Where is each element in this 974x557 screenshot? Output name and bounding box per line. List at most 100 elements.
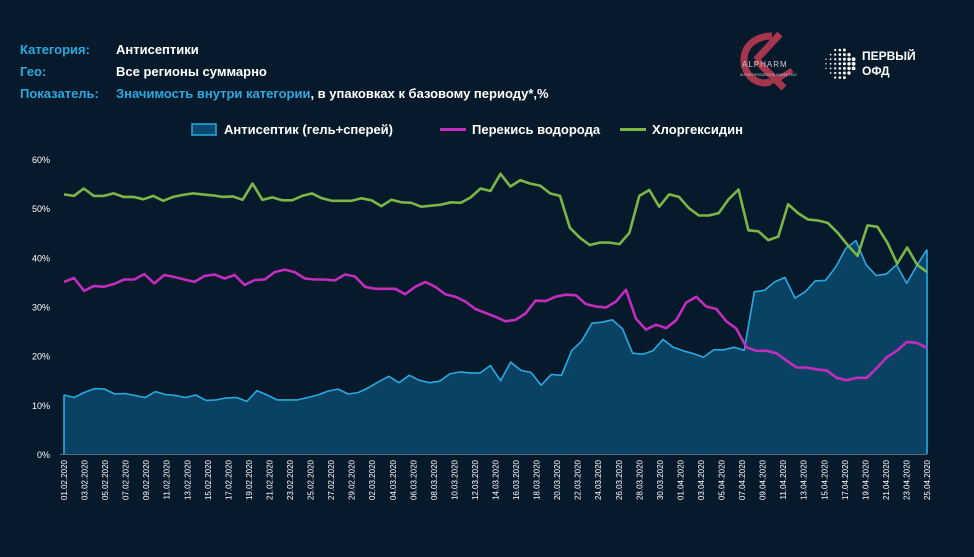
ofd-line1: ПЕРВЫЙ [862,48,916,63]
ofd-dot [834,71,837,75]
x-tick-label: 16.03.2020 [512,459,521,500]
y-tick-label: 50% [32,204,50,214]
x-tick-label: 04.03.2020 [389,459,398,500]
ofd-dot [838,57,842,61]
ofd-dot [838,76,842,79]
x-tick-label: 21.04.2020 [882,459,891,500]
series-antiseptic-area [64,240,927,454]
x-tick-label: 23.04.2020 [902,459,911,500]
ofd-dot [834,62,837,65]
ofd-dot [829,62,832,65]
ofd-dot [842,66,846,70]
logos: ALPHARM ALPHA RESEARCH & MARKETING ПЕРВЫ… [740,31,916,91]
x-tick-label: 13.02.2020 [183,459,192,500]
x-tick-label: 17.04.2020 [841,459,850,500]
x-tick-label: 23.02.2020 [286,459,295,500]
legend-label: Перекись водорода [472,122,601,137]
y-tick-label: 0% [37,450,50,460]
meta-category-value: Антисептики [116,41,199,57]
ofd-dot [842,48,846,52]
legend-label: Хлоргексидин [652,122,743,137]
x-tick-label: 06.03.2020 [409,459,418,500]
x-tick-label: 03.04.2020 [697,459,706,500]
ofd-dot [834,76,837,79]
x-tick-label: 14.03.2020 [492,459,501,500]
x-tick-label: 20.03.2020 [553,459,562,500]
x-tick-label: 07.02.2020 [122,459,131,500]
ofd-dot [829,58,832,61]
meta-indicator-key: Показатель: [20,85,99,101]
legend: Антисептик (гель+сперей) Перекись водород… [191,122,743,137]
x-tick-label: 24.03.2020 [594,459,603,500]
ofd-dot [825,63,827,65]
ofd-dot [834,58,837,61]
x-tick-label: 05.04.2020 [718,459,727,500]
meta-geo: Гео: Все регионы суммарно [20,60,549,82]
x-tick-label: 10.03.2020 [450,459,459,500]
ofd-dot [838,53,842,56]
x-tick-label: 01.02.2020 [60,459,69,500]
ofd-dot [825,58,827,60]
x-tick-label: 15.04.2020 [820,459,829,500]
ofd-dot [834,48,837,52]
y-tick-label: 60% [32,155,50,165]
x-tick-label: 11.04.2020 [779,459,788,499]
y-tick-label: 30% [32,303,50,313]
x-tick-label: 09.02.2020 [142,459,151,500]
ofd-dot [834,67,837,70]
ofd-dot [847,66,851,71]
ofd-dot [842,53,846,57]
ofd-dot [842,62,846,66]
x-tick-label: 25.04.2020 [923,459,932,500]
x-tick-label: 05.02.2020 [101,459,110,500]
ofd-dot [834,53,837,56]
x-tick-label: 28.03.2020 [635,459,644,500]
y-tick-label: 10% [32,401,50,411]
alpharm-subtext: ALPHA RESEARCH & MARKETING [740,73,797,77]
x-tick-label: 30.03.2020 [656,459,665,500]
ofd-dot [838,67,842,70]
x-tick-label: 29.02.2020 [348,459,357,500]
meta-geo-key: Гео: [20,63,47,79]
x-tick-label: 25.02.2020 [307,459,316,500]
x-tick-label: 03.02.2020 [81,459,90,500]
x-tick-label: 07.04.2020 [738,459,747,500]
x-tick-label: 27.02.2020 [327,459,336,500]
ofd-dot [838,48,842,52]
meta-indicator-rest: , в упаковках к базовому периоду*,% [310,85,549,101]
x-tick-label: 12.03.2020 [471,459,480,500]
header-meta: Категория: Антисептики Гео: Все регионы … [20,38,549,104]
alpharm-text: ALPHARM [742,60,788,69]
ofd-dot [851,57,856,62]
ofd-dot [847,71,851,75]
x-tick-label: 11.02.2020 [163,459,172,499]
ofd-dot [847,62,851,66]
legend-swatch [191,123,217,136]
meta-indicator-accent: Значимость внутри категории [116,85,311,101]
x-tick-label: 22.03.2020 [574,459,583,500]
x-tick-label: 17.02.2020 [224,459,233,500]
x-tick-label: 19.02.2020 [245,459,254,500]
x-tick-label: 02.03.2020 [368,459,377,500]
ofd-dot [829,53,832,56]
ofd-dots-logo-icon [825,48,856,80]
ofd-dot [842,71,846,75]
ofd-line2: ОФД [862,64,890,78]
meta-geo-value: Все регионы суммарно [116,63,267,79]
y-tick-label: 20% [32,352,50,362]
ofd-dot [851,61,856,66]
meta-indicator: Показатель: Значимость внутри категории,… [20,82,549,104]
x-tick-label: 01.04.2020 [676,459,685,500]
ofd-dot [847,52,851,57]
x-tick-label: 19.04.2020 [861,459,870,500]
ofd-dot [829,67,832,70]
meta-category-key: Категория: [20,41,90,57]
meta-indicator-value: Значимость внутри категории, в упаковках… [116,86,549,101]
ofd-dot [847,57,851,61]
ofd-dot [842,76,846,80]
x-axis: 01.02.2020 03.02.2020 05.02.2020 07.02.2020… [60,454,932,500]
y-axis: 0% 10% 20% 30% 40% 50% 60% [32,155,50,460]
x-tick-label: 21.02.2020 [265,459,274,500]
ofd-dot [851,66,856,71]
